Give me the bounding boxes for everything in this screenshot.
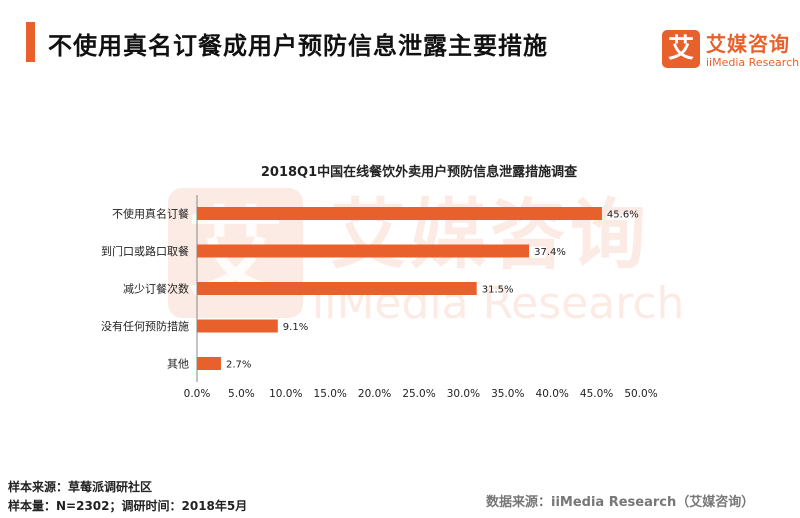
value-label: 37.4% — [534, 247, 566, 258]
bar-4 — [197, 357, 221, 370]
bar-1 — [197, 244, 530, 258]
logo-english-name: iiMedia Research — [706, 56, 800, 69]
title-accent-bar — [26, 22, 35, 62]
logo-mark: 艾 — [662, 30, 700, 68]
bar-0 — [197, 207, 602, 220]
x-tick-label: 0.0% — [184, 388, 211, 400]
category-label: 到门口或路口取餐 — [101, 244, 189, 258]
category-label: 减少订餐次数 — [123, 282, 189, 296]
value-label: 2.7% — [226, 360, 251, 371]
sample-source: 样本来源：草莓派调研社区 — [8, 480, 153, 494]
category-label: 没有任何预防措施 — [101, 319, 189, 333]
data-source: 数据来源：iiMedia Research（艾媒咨询） — [486, 495, 755, 510]
x-tick-label: 5.0% — [228, 388, 255, 400]
bar-3 — [197, 319, 278, 333]
value-label: 31.5% — [482, 285, 514, 296]
x-tick-label: 45.0% — [580, 388, 613, 400]
x-tick-label: 15.0% — [314, 388, 347, 400]
sample-info: 样本量：N=2302；调研时间：2018年5月 — [8, 499, 248, 513]
value-label: 45.6% — [607, 210, 639, 221]
logo-chinese-name: 艾媒咨询 — [706, 32, 790, 56]
brand-logo: 艾 艾媒咨询 iiMedia Research — [662, 28, 799, 78]
bar-2 — [197, 282, 477, 295]
x-tick-label: 50.0% — [624, 388, 657, 400]
x-tick-label: 30.0% — [447, 388, 480, 400]
x-tick-label: 10.0% — [269, 388, 302, 400]
x-tick-label: 20.0% — [358, 388, 391, 400]
watermark-chinese: 艾媒咨询 — [330, 190, 650, 279]
chart-title: 2018Q1中国在线餐饮外卖用户预防信息泄露措施调查 — [261, 164, 578, 180]
page-title: 不使用真名订餐成用户预防信息泄露主要措施 — [48, 32, 548, 60]
category-label: 不使用真名订餐 — [112, 207, 189, 221]
category-label: 其他 — [167, 358, 189, 371]
x-tick-label: 25.0% — [402, 388, 435, 400]
x-tick-label: 35.0% — [491, 388, 524, 400]
value-label: 9.1% — [283, 322, 308, 333]
x-tick-label: 40.0% — [536, 388, 569, 400]
